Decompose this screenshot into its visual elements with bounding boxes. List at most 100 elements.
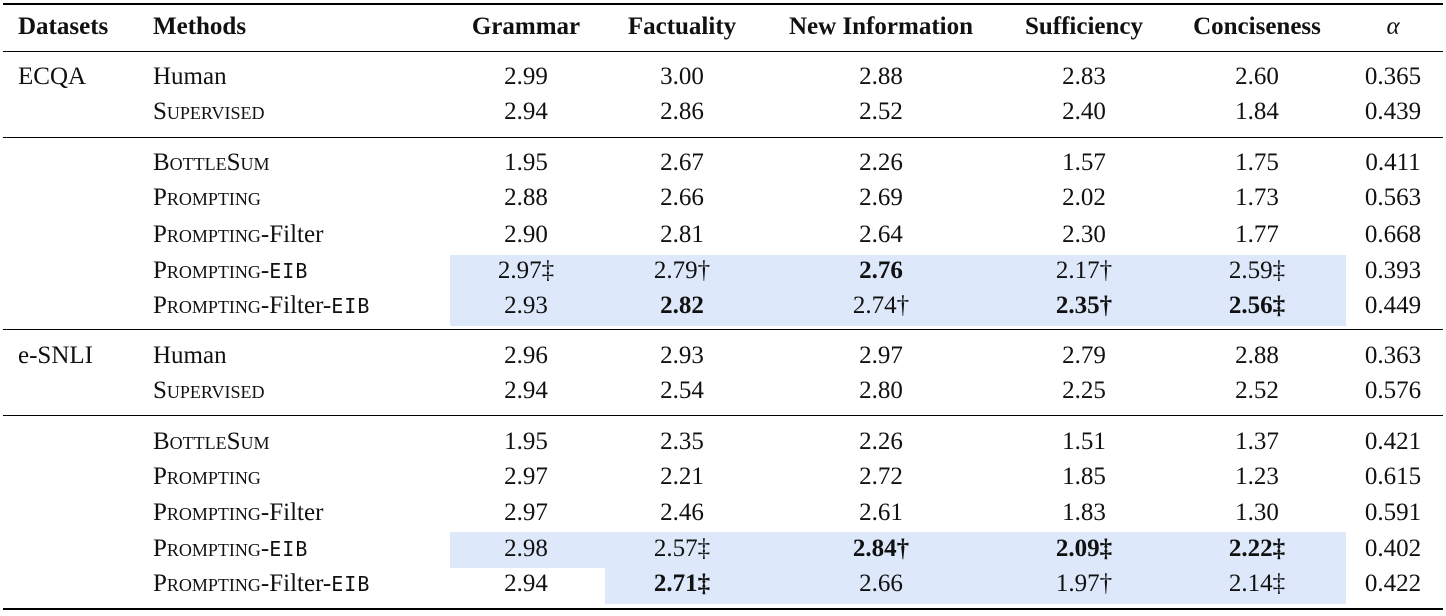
- cell-factuality: 2.21: [660, 463, 704, 490]
- header-methods: Methods: [153, 13, 247, 40]
- cell-sufficiency: 2.83: [1062, 63, 1106, 90]
- method-prompting: Prompting: [153, 463, 261, 490]
- cell-factuality: 2.35: [660, 428, 704, 455]
- cell-conciseness: 2.52: [1235, 377, 1279, 404]
- cell-alpha: 0.449: [1364, 292, 1422, 319]
- cell-alpha: 0.576: [1364, 377, 1422, 404]
- cell-alpha: 0.591: [1364, 499, 1422, 526]
- cell-sufficiency: 2.30: [1062, 221, 1106, 248]
- cell-sufficiency: 1.83: [1062, 499, 1106, 526]
- dataset-label-ecqa: ECQA: [18, 63, 87, 90]
- cell-new-information: 2.80: [859, 377, 903, 404]
- cell-factuality: 2.79†: [653, 257, 711, 284]
- cell-grammar: 2.94: [504, 570, 548, 597]
- cell-factuality: 3.00: [660, 63, 704, 90]
- cell-conciseness: 1.73: [1235, 184, 1279, 211]
- highlight-esnli-eib: [450, 532, 1346, 568]
- cell-factuality: 2.66: [660, 184, 704, 211]
- header-factuality: Factuality: [627, 13, 737, 40]
- cell-grammar: 2.98: [504, 535, 548, 562]
- header-rule: [3, 51, 1443, 52]
- cell-grammar: 1.95: [504, 149, 548, 176]
- cell-conciseness: 2.56‡: [1228, 292, 1286, 319]
- method-bottlesum: BottleSum: [153, 149, 270, 176]
- cell-conciseness: 2.88: [1235, 342, 1279, 369]
- method-human: Human: [153, 63, 227, 90]
- cell-factuality: 2.67: [660, 149, 704, 176]
- cell-new-information: 2.84†: [852, 535, 910, 562]
- cell-sufficiency: 2.40: [1062, 98, 1106, 125]
- header-conciseness: Conciseness: [1193, 13, 1321, 40]
- cell-new-information: 2.74†: [852, 292, 910, 319]
- cell-new-information: 2.64: [859, 221, 903, 248]
- cell-sufficiency: 2.02: [1062, 184, 1106, 211]
- method-bottlesum: BottleSum: [153, 428, 270, 455]
- cell-alpha: 0.393: [1364, 257, 1422, 284]
- method-prompting-filter: Prompting-Filter: [153, 499, 324, 526]
- cell-conciseness: 1.84: [1235, 98, 1279, 125]
- cell-alpha: 0.363: [1364, 342, 1422, 369]
- method-prompting-eib: Prompting-EIB: [153, 535, 309, 562]
- cell-factuality: 2.93: [660, 342, 704, 369]
- esnli-mid-rule: [3, 415, 1443, 416]
- cell-sufficiency: 2.17†: [1055, 257, 1113, 284]
- cell-conciseness: 2.60: [1235, 63, 1279, 90]
- dataset-label-e-snli: e-SNLI: [18, 342, 93, 369]
- cell-new-information: 2.52: [859, 98, 903, 125]
- cell-sufficiency: 1.51: [1062, 428, 1106, 455]
- cell-sufficiency: 2.79: [1062, 342, 1106, 369]
- cell-new-information: 2.72: [859, 463, 903, 490]
- cell-conciseness: 2.59‡: [1228, 257, 1286, 284]
- ecqa-mid-rule: [3, 137, 1443, 138]
- cell-new-information: 2.76: [859, 257, 903, 284]
- top-rule: [3, 3, 1443, 5]
- method-supervised: Supervised: [153, 377, 265, 404]
- cell-sufficiency: 1.85: [1062, 463, 1106, 490]
- header-grammar: Grammar: [471, 13, 581, 40]
- method-prompting: Prompting: [153, 184, 261, 211]
- cell-factuality: 2.81: [660, 221, 704, 248]
- header-sufficiency: Sufficiency: [1024, 13, 1144, 40]
- header-datasets: Datasets: [18, 13, 109, 40]
- method-supervised: Supervised: [153, 98, 265, 125]
- cell-grammar: 2.94: [504, 98, 548, 125]
- cell-sufficiency: 1.97†: [1055, 570, 1113, 597]
- cell-conciseness: 2.14‡: [1228, 570, 1286, 597]
- header-new-information: New Information: [788, 13, 974, 40]
- cell-conciseness: 1.23: [1235, 463, 1279, 490]
- cell-sufficiency: 2.35†: [1055, 292, 1113, 319]
- bottom-rule: [3, 608, 1443, 610]
- cell-alpha: 0.421: [1364, 428, 1422, 455]
- cell-factuality: 2.57‡: [653, 535, 711, 562]
- cell-alpha: 0.365: [1364, 63, 1422, 90]
- cell-conciseness: 2.22‡: [1228, 535, 1286, 562]
- cell-grammar: 2.94: [504, 377, 548, 404]
- cell-factuality: 2.54: [660, 377, 704, 404]
- cell-grammar: 2.88: [504, 184, 548, 211]
- cell-grammar: 2.97: [504, 499, 548, 526]
- cell-new-information: 2.88: [859, 63, 903, 90]
- cell-new-information: 2.26: [859, 149, 903, 176]
- cell-factuality: 2.86: [660, 98, 704, 125]
- cell-new-information: 2.61: [859, 499, 903, 526]
- cell-factuality: 2.71‡: [653, 570, 711, 597]
- cell-conciseness: 1.77: [1235, 221, 1279, 248]
- cell-grammar: 2.96: [504, 342, 548, 369]
- cell-grammar: 2.99: [504, 63, 548, 90]
- cell-conciseness: 1.37: [1235, 428, 1279, 455]
- cell-grammar: 1.95: [504, 428, 548, 455]
- cell-new-information: 2.66: [859, 570, 903, 597]
- method-prompting-eib: Prompting-EIB: [153, 257, 309, 284]
- cell-sufficiency: 2.09‡: [1055, 535, 1113, 562]
- method-human: Human: [153, 342, 227, 369]
- method-prompting-filter: Prompting-Filter: [153, 221, 324, 248]
- cell-alpha: 0.439: [1364, 98, 1422, 125]
- highlight-esnli-filter-eib: [605, 568, 1346, 604]
- cell-alpha: 0.563: [1364, 184, 1422, 211]
- highlight-ecqa-eib: [450, 255, 1346, 326]
- method-prompting-filter-eib: Prompting-Filter-EIB: [153, 570, 371, 597]
- header-alpha: α: [1386, 13, 1400, 40]
- cell-new-information: 2.69: [859, 184, 903, 211]
- cell-alpha: 0.422: [1364, 570, 1422, 597]
